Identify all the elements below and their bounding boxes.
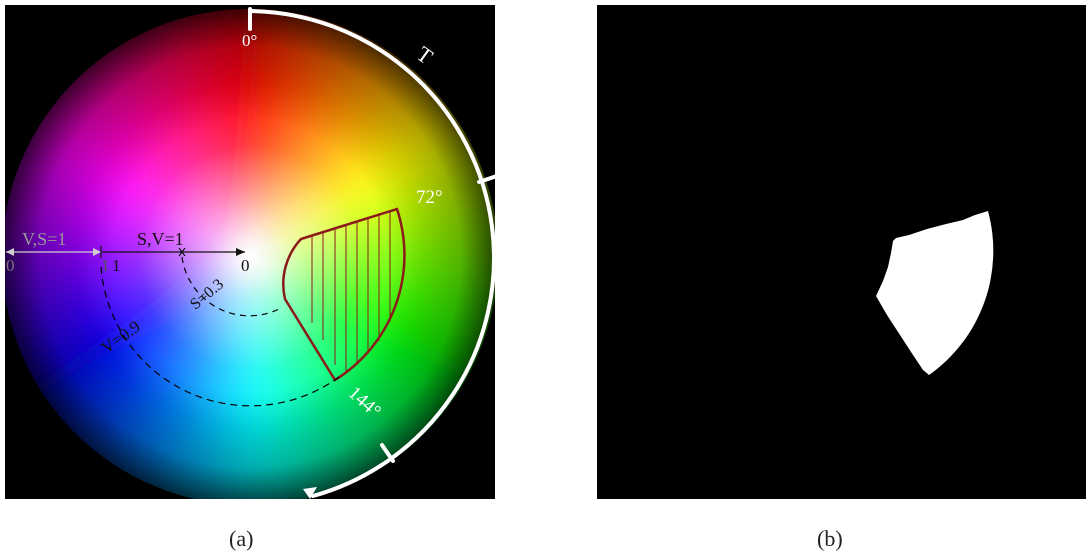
axis-vs-end1: 1 [101, 256, 110, 275]
color-wheel-figure: 0° T 72° 144° V,S=1 0 1 S,V=1 1 0 S=0.3 … [5, 7, 495, 499]
mask-background [597, 5, 1086, 499]
s-arc-dashed [181, 256, 282, 317]
axis-sv-end0: 0 [241, 256, 250, 275]
caption-b: (b) [817, 526, 843, 551]
axis-vs-end0: 0 [6, 256, 15, 275]
axis-sv-label: S,V=1 [137, 229, 184, 249]
hue-wheel [5, 9, 495, 499]
caption-a: (a) [229, 526, 254, 551]
v-arc-dashed [100, 266, 340, 407]
axis-vs [6, 248, 101, 256]
t-label: T [412, 41, 438, 69]
axis-vs-label: V,S=1 [22, 229, 66, 249]
axis-sv-end1: 1 [112, 256, 121, 275]
binary-mask-figure [597, 5, 1086, 499]
mask-panel [597, 5, 1086, 499]
axis-sv [100, 246, 245, 258]
region-hatching [311, 211, 391, 371]
t-arc [248, 7, 495, 499]
angle-label-72: 72° [416, 187, 443, 208]
color-wheel-panel: 0° T 72° 144° V,S=1 0 1 S,V=1 1 0 S=0.3 … [5, 5, 495, 499]
mask-region [876, 211, 994, 375]
angle-label-0: 0° [242, 31, 257, 50]
selected-region [282, 207, 406, 382]
